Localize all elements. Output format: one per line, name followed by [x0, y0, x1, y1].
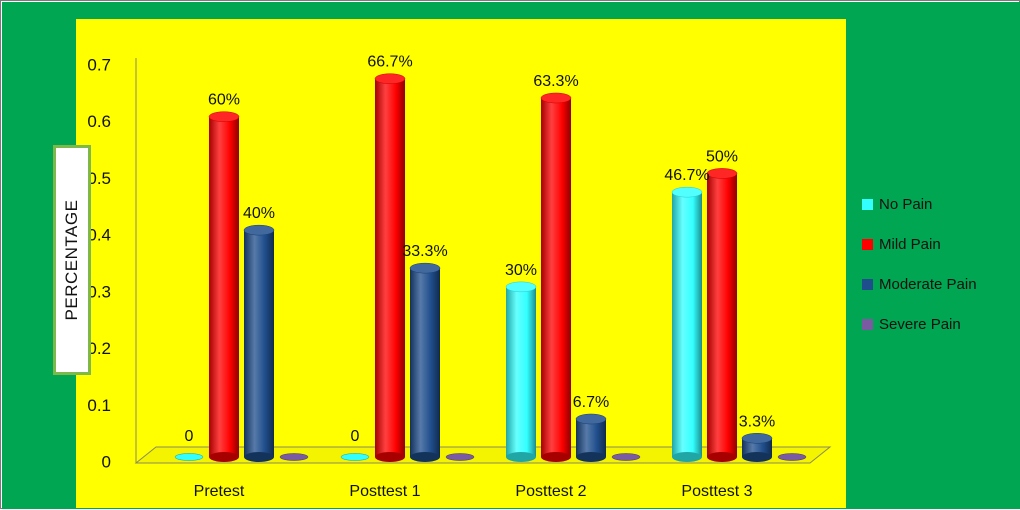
bar-mild-pain — [540, 92, 572, 462]
data-label: 66.7% — [367, 54, 412, 71]
legend-swatch — [862, 199, 873, 210]
y-tick-label: 0 — [102, 452, 111, 471]
legend-label: No Pain — [879, 196, 932, 213]
y-tick-label: 0.1 — [87, 396, 111, 415]
bar-severe-pain — [445, 453, 475, 461]
bar-moderate-pain — [575, 413, 607, 462]
x-category-label: Posttest 2 — [515, 483, 586, 500]
data-label: 30% — [505, 262, 537, 279]
data-label: 3.3% — [739, 413, 775, 430]
y-tick-label: 0.4 — [87, 226, 111, 245]
bar-moderate-pain — [243, 224, 275, 462]
bar-no-pain — [174, 453, 204, 461]
data-label: 33.3% — [402, 243, 447, 260]
bar-mild-pain — [374, 73, 406, 462]
y-tick-label: 0.7 — [87, 55, 111, 74]
data-label: 46.7% — [664, 167, 709, 184]
legend-swatch — [862, 279, 873, 290]
data-label: 63.3% — [533, 73, 578, 90]
bar-severe-pain — [611, 453, 641, 461]
bar-moderate-pain — [409, 262, 441, 462]
data-label: 0 — [351, 428, 360, 445]
x-category-label: Posttest 3 — [681, 483, 752, 500]
bar-severe-pain — [279, 453, 309, 461]
y-tick-label: 0.6 — [87, 112, 111, 131]
y-tick-label: 0.2 — [87, 339, 111, 358]
legend-label: Moderate Pain — [879, 276, 977, 293]
legend-label: Severe Pain — [879, 316, 961, 333]
bar-mild-pain — [208, 111, 240, 462]
bar-no-pain — [340, 453, 370, 461]
x-category-label: Pretest — [194, 483, 245, 500]
data-label: 50% — [706, 148, 738, 165]
data-label: 60% — [208, 92, 240, 109]
data-label: 6.7% — [573, 394, 609, 411]
y-tick-label: 0.3 — [87, 282, 111, 301]
y-axis-label-box: PERCENTAGE — [53, 145, 91, 375]
x-category-label: Posttest 1 — [349, 483, 420, 500]
y-axis-label: PERCENTAGE — [62, 199, 81, 321]
legend-swatch — [862, 319, 873, 330]
legend-swatch — [862, 239, 873, 250]
bar-severe-pain — [777, 453, 807, 461]
legend-label: Mild Pain — [879, 236, 941, 253]
data-label: 0 — [185, 428, 194, 445]
bar-moderate-pain — [741, 433, 773, 462]
chart-floor — [134, 446, 832, 464]
data-label: 40% — [243, 205, 275, 222]
bar-no-pain — [671, 186, 703, 462]
y-tick-label: 0.5 — [87, 169, 111, 188]
bar-mild-pain — [706, 168, 738, 462]
bar-no-pain — [505, 281, 537, 462]
